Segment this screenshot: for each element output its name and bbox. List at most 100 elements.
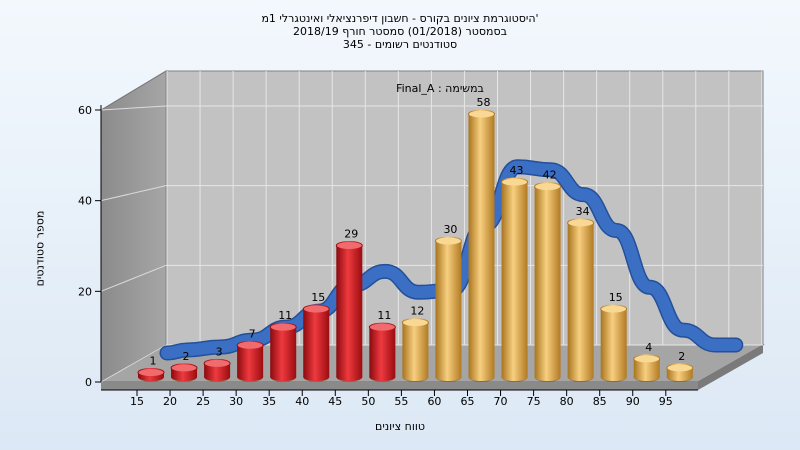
- bar-value-label: 58: [477, 96, 491, 109]
- histogram-bar: [434, 236, 462, 382]
- bar-top: [468, 109, 495, 119]
- x-tick-label: 35: [262, 395, 276, 408]
- bar-value-label: 3: [216, 345, 223, 358]
- bar-value-label: 29: [344, 228, 358, 241]
- bar-value-label: 11: [278, 309, 292, 322]
- grid-line-wall: [100, 185, 167, 202]
- chart-title-line-1: היסטוגרמת ציונים בקורס - חשבון דיפרנציאל…: [261, 12, 539, 25]
- bar-body: [468, 114, 495, 378]
- x-tick-label: 80: [560, 395, 574, 408]
- bar-bottom: [336, 373, 363, 381]
- x-tick-label: 65: [461, 395, 475, 408]
- y-tick-label: 0: [85, 376, 92, 389]
- bar-value-label: 2: [183, 350, 190, 363]
- bar-top: [401, 318, 429, 328]
- bar-top: [368, 322, 396, 332]
- x-tick-label: 40: [295, 395, 309, 408]
- bar-bottom: [435, 373, 462, 381]
- bar-top: [203, 358, 231, 368]
- bar-value-label: 12: [410, 305, 424, 318]
- bar-bottom: [501, 373, 528, 381]
- bar-bottom: [369, 373, 396, 381]
- bar-top: [534, 182, 562, 192]
- bar-body: [171, 367, 198, 377]
- histogram-bar: [170, 363, 198, 382]
- bar-body: [567, 222, 594, 377]
- grid-line-wall: [100, 105, 167, 111]
- x-tick-label: 70: [494, 395, 508, 408]
- bar-body: [336, 245, 363, 377]
- floor-front-edge: [101, 382, 698, 390]
- x-tick-label: 20: [163, 395, 177, 408]
- bar-body: [633, 358, 660, 377]
- bar-top: [269, 322, 297, 332]
- bar-value-label: 4: [645, 341, 652, 354]
- bar-bottom: [534, 373, 561, 381]
- histogram-bar: [468, 109, 495, 382]
- histogram-bar: [600, 304, 628, 382]
- bar-value-label: 1: [150, 354, 157, 367]
- bar-top: [335, 241, 363, 251]
- histogram-bar: [137, 367, 165, 382]
- bar-bottom: [237, 373, 264, 381]
- bar-top: [170, 363, 198, 373]
- bar-top: [567, 218, 595, 228]
- grid-line-wall: [100, 344, 167, 383]
- bar-value-label: 30: [443, 223, 457, 236]
- x-tick-label: 55: [394, 395, 408, 408]
- y-axis-label: מספר סטודנטים: [33, 210, 47, 287]
- bar-top: [501, 177, 529, 187]
- bar-value-label: 15: [311, 291, 325, 304]
- x-tick-label: 90: [626, 395, 640, 408]
- bar-body: [303, 309, 330, 377]
- left-wall: [100, 70, 167, 383]
- bar-top: [236, 340, 264, 350]
- bar-value-label: 7: [249, 327, 256, 340]
- bar-bottom: [204, 373, 231, 381]
- bar-body: [501, 182, 528, 377]
- histogram-bar: [401, 318, 429, 382]
- x-tick-label: 30: [229, 395, 243, 408]
- histogram-bar: [269, 322, 297, 382]
- bar-bottom: [468, 373, 495, 381]
- bar-body: [369, 327, 396, 377]
- y-tick-label: 60: [78, 104, 92, 117]
- bar-body: [402, 322, 429, 377]
- bar-value-label: 43: [510, 164, 524, 177]
- x-tick-label: 45: [328, 395, 342, 408]
- distribution-curve: [161, 160, 742, 359]
- bar-value-label: 2: [678, 350, 685, 363]
- bar-bottom: [402, 373, 429, 381]
- bar-top: [666, 363, 694, 373]
- bar-bottom: [567, 373, 594, 381]
- bar-body: [270, 327, 297, 377]
- x-tick-label: 50: [361, 395, 375, 408]
- y-tick-label: 40: [78, 195, 92, 208]
- x-tick-label: 95: [659, 395, 673, 408]
- bar-bottom: [600, 373, 627, 381]
- histogram-bar: [534, 182, 562, 382]
- bar-body: [435, 241, 462, 377]
- bar-top: [600, 304, 628, 314]
- bar-bottom: [666, 373, 693, 381]
- histogram-bar: [302, 304, 330, 382]
- bar-bottom: [171, 373, 198, 381]
- histogram-bar: [335, 241, 363, 382]
- x-tick-label: 60: [427, 395, 441, 408]
- grid-line-wall: [100, 264, 167, 292]
- y-tick-label: 20: [78, 285, 92, 298]
- histogram-bar: [567, 218, 595, 382]
- histogram-bar: [203, 358, 231, 382]
- series-legend-label: במשימה : Final_A: [396, 82, 484, 95]
- bar-top: [302, 304, 330, 314]
- x-axis-label: טווח ציונים: [375, 420, 425, 433]
- histogram-bar: [236, 340, 264, 382]
- x-tick-label: 75: [527, 395, 541, 408]
- histogram-bar: [666, 363, 694, 382]
- bar-body: [666, 367, 693, 377]
- bar-bottom: [633, 373, 660, 381]
- x-tick-label: 25: [196, 395, 210, 408]
- histogram-bar: [633, 354, 661, 382]
- bar-value-label: 34: [576, 205, 590, 218]
